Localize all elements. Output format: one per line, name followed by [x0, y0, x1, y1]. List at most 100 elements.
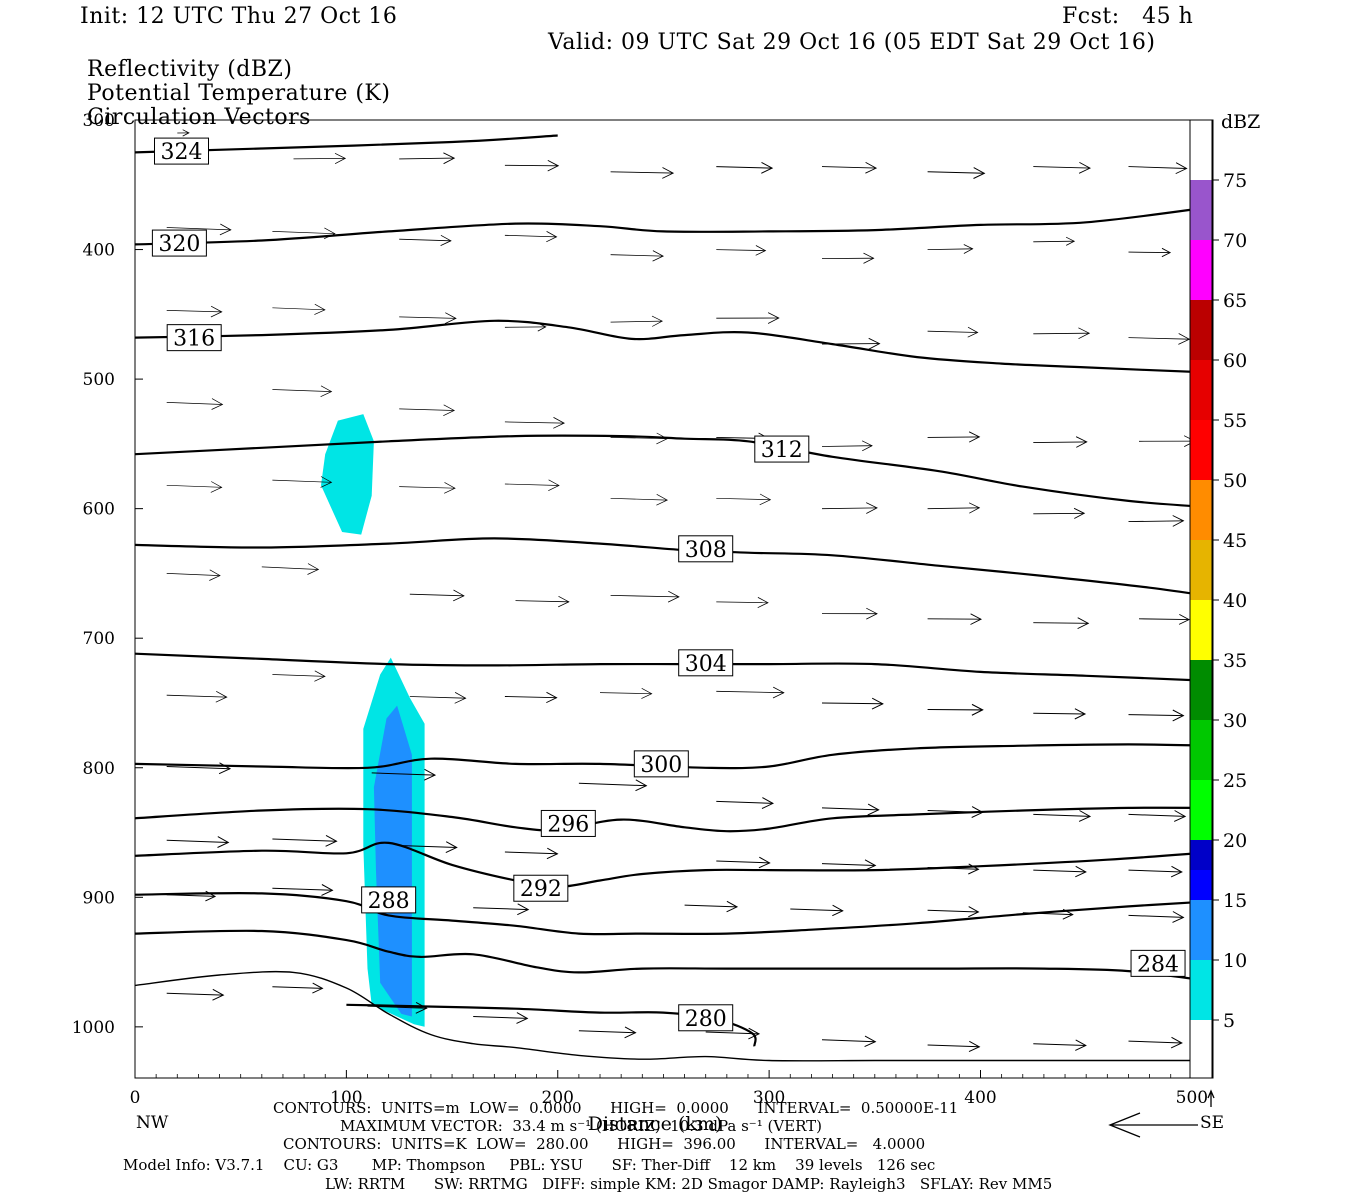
circulation-vector: [705, 1027, 761, 1040]
forecast-hour: Fcst: 45 h: [1062, 4, 1194, 29]
circulation-vector: [166, 305, 223, 318]
colorbar-bin: [1190, 480, 1212, 540]
theta-contour-304: [135, 652, 1213, 683]
reflectivity-cell-10dbz: [373, 705, 412, 1017]
circulation-vector: [272, 227, 336, 240]
circulation-vector: [504, 231, 558, 243]
circulation-vector: [716, 312, 780, 324]
y-tick-label: 300: [83, 111, 115, 131]
circulation-vector: [610, 167, 675, 179]
circulation-vector: [610, 493, 668, 506]
circulation-vector: [367, 1001, 428, 1014]
circulation-vector: [1033, 1039, 1087, 1051]
theta-contour-284: [135, 929, 1213, 983]
theta-label-box: [166, 324, 222, 352]
circulation-vector: [821, 502, 878, 514]
theta-contour-300: [135, 743, 1213, 770]
colorbar-bin: [1190, 660, 1212, 720]
circulation-vector: [610, 315, 663, 327]
x-tick-label: 400: [964, 1088, 996, 1108]
colorbar-tick-label: 35: [1223, 650, 1247, 672]
theta-label-304: 304: [678, 649, 734, 677]
theta-contour-296: [135, 806, 1213, 833]
x-tick-label: 500: [1176, 1088, 1208, 1108]
circulation-vector: [927, 806, 984, 818]
circulation-vector: [821, 440, 873, 452]
theta-label-316: 316: [166, 324, 222, 352]
theta-label-text: 288: [368, 889, 410, 914]
circulation-vector: [927, 703, 984, 716]
colorbar-tick-label: 40: [1223, 590, 1247, 612]
footer-model-info: Model Info: V3.7.1 CU: G3 MP: Thompson P…: [123, 1156, 936, 1174]
circulation-vector: [1128, 162, 1188, 175]
colorbar-tick-label: 10: [1223, 950, 1247, 972]
circulation-vector: [1138, 614, 1190, 625]
circulation-vector: [716, 493, 772, 506]
circulation-vector: [1128, 1036, 1183, 1049]
y-tick-label: 700: [83, 629, 115, 649]
x-tick-label: 300: [753, 1088, 785, 1108]
theta-label-text: 324: [161, 140, 203, 165]
circulation-vector: [166, 836, 230, 848]
theta-contour-312: [135, 434, 1213, 509]
y-tick-label: 400: [83, 241, 115, 261]
circulation-vector: [927, 613, 982, 625]
circulation-vector: [504, 160, 560, 172]
circulation-vector: [716, 686, 785, 699]
theta-label-text: 300: [640, 753, 682, 778]
colorbar-tick-label: 30: [1223, 710, 1247, 732]
circulation-vector: [1033, 162, 1091, 174]
circulation-vector: [399, 234, 452, 246]
colorbar-tick-label: 60: [1223, 350, 1247, 372]
circulation-vector: [1128, 247, 1172, 258]
circulation-vector: [1033, 236, 1076, 246]
colorbar-bin: [1190, 600, 1212, 660]
circulation-vector: [927, 244, 974, 254]
circulation-vector: [1128, 911, 1185, 923]
circulation-vector: [821, 337, 881, 350]
footer-max-vector: MAXIMUM VECTOR: 33.4 m s⁻¹ (HORIZ) 10.3 …: [340, 1117, 822, 1135]
circulation-vector: [1033, 436, 1088, 448]
circulation-vector: [927, 167, 986, 179]
circulation-vector: [272, 670, 326, 682]
theta-label-280: 280: [678, 1004, 734, 1032]
circulation-vector: [1128, 865, 1183, 878]
circulation-vector: [261, 563, 320, 575]
theta-label-300: 300: [633, 750, 689, 778]
footer-physics: LW: RRTM SW: RRTMG DIFF: simple KM: 2D S…: [325, 1175, 1053, 1193]
circulation-vector: [1128, 709, 1185, 722]
circulation-vector: [272, 303, 326, 315]
y-tick-label: 1000: [72, 1018, 115, 1038]
circulation-vector: [790, 904, 844, 917]
circulation-vector: [293, 152, 347, 165]
terrain-layer: [135, 970, 1213, 1062]
theta-contour-288: [135, 892, 1213, 936]
circulation-vector: [927, 1040, 981, 1053]
circulation-vector: [1033, 327, 1091, 340]
circulation-vector: [399, 404, 455, 417]
circulation-vector: [927, 906, 980, 918]
circulation-vector: [1033, 865, 1087, 878]
x-tick-label: 100: [330, 1088, 362, 1108]
x-tick-label: 200: [542, 1088, 574, 1108]
colorbar-tick-label: 25: [1223, 770, 1247, 792]
y-tick-label: 600: [83, 500, 115, 520]
contour-labels-layer: 324 320 316 312 308 304 300 296 292 288 284 280: [151, 137, 1186, 1032]
circulation-vector: [166, 481, 223, 493]
circulation-vector: [716, 161, 774, 174]
colorbar-bin: [1190, 720, 1212, 780]
circulation-vector: [272, 476, 333, 488]
circulation-vector: [1022, 908, 1074, 920]
circulation-vector: [515, 595, 570, 608]
theta-label-text: 280: [685, 1007, 727, 1032]
y-tick-label: 800: [83, 759, 115, 779]
theta-contour-320: [135, 205, 1213, 246]
circulation-vector: [272, 385, 333, 398]
theta-label-box: [151, 229, 207, 257]
circulation-vector: [1138, 435, 1196, 447]
circulation-vector: [166, 890, 217, 902]
theta-label-text: 284: [1137, 952, 1179, 977]
theta-label-box: [678, 1004, 734, 1032]
circulation-vector: [610, 590, 680, 603]
